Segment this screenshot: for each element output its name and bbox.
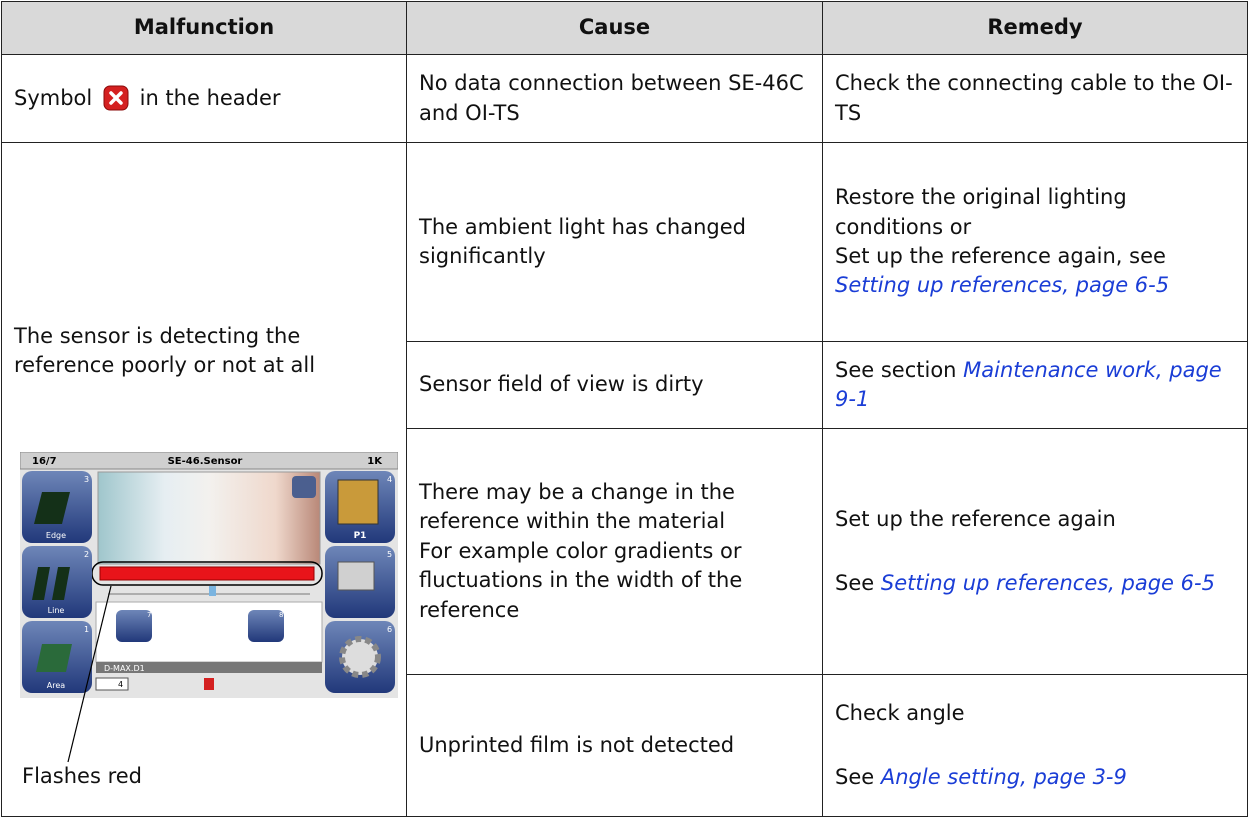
row: There may be a change in the reference w… <box>2 428 1248 675</box>
text: See Angle setting, page 3-9 <box>835 763 1235 792</box>
header-row: Malfunction Cause Remedy <box>1 1 1248 55</box>
header-cell: Remedy <box>822 1 1248 55</box>
cell: Symbol in the header <box>1 54 407 143</box>
text: Set up the reference again, see Setting … <box>835 242 1235 301</box>
cell <box>1 142 407 817</box>
text: See <box>835 570 875 595</box>
text: Restore the original lighting conditions… <box>835 185 1127 239</box>
row: Symbol in the header No data connection … <box>1 54 1248 143</box>
cell: The ambient light has changed significan… <box>406 142 823 342</box>
row: Unprinted film is not detected Check ang… <box>2 674 1248 817</box>
text: Symbol <box>14 85 93 110</box>
cell: No data connection between SE-46C and OI… <box>406 54 823 143</box>
cell: See section Maintenance work, page 9-1 <box>822 341 1248 429</box>
cell: Sensor field of view is dirty <box>406 341 823 429</box>
text: For example color gradients or fluctuati… <box>419 538 743 622</box>
text: See section <box>835 357 957 382</box>
link[interactable]: Setting up references, page 6-5 <box>835 273 1170 298</box>
cell: Check angle See Angle setting, page 3-9 <box>822 674 1248 817</box>
cell: Unprinted film is not detected <box>406 674 823 817</box>
row: The ambient light has changed significan… <box>1 142 1248 817</box>
text: See <box>835 764 875 789</box>
link[interactable]: Maintenance work, page 9-1 <box>835 357 1222 411</box>
cell: Restore the original lighting conditions… <box>822 142 1248 342</box>
error-icon <box>103 85 129 111</box>
text: in the header <box>139 85 281 110</box>
link[interactable]: Angle setting, page 3-9 <box>880 764 1127 789</box>
header-cell: Cause <box>406 1 823 55</box>
cell: Set up the reference again See Setting u… <box>822 428 1248 675</box>
cell: Check the connecting cable to the OI-TS <box>822 54 1248 143</box>
text: See Setting up references, page 6-5 <box>835 569 1235 598</box>
text: Check angle <box>835 701 965 726</box>
text: Set up the reference again, see <box>835 244 1166 268</box>
cell: There may be a change in the reference w… <box>406 428 823 675</box>
text: There may be a change in the reference w… <box>419 480 735 534</box>
text: Set up the reference again <box>835 507 1116 532</box>
link[interactable]: Setting up references, page 6-5 <box>880 570 1215 595</box>
header-cell: Malfunction <box>1 1 407 55</box>
